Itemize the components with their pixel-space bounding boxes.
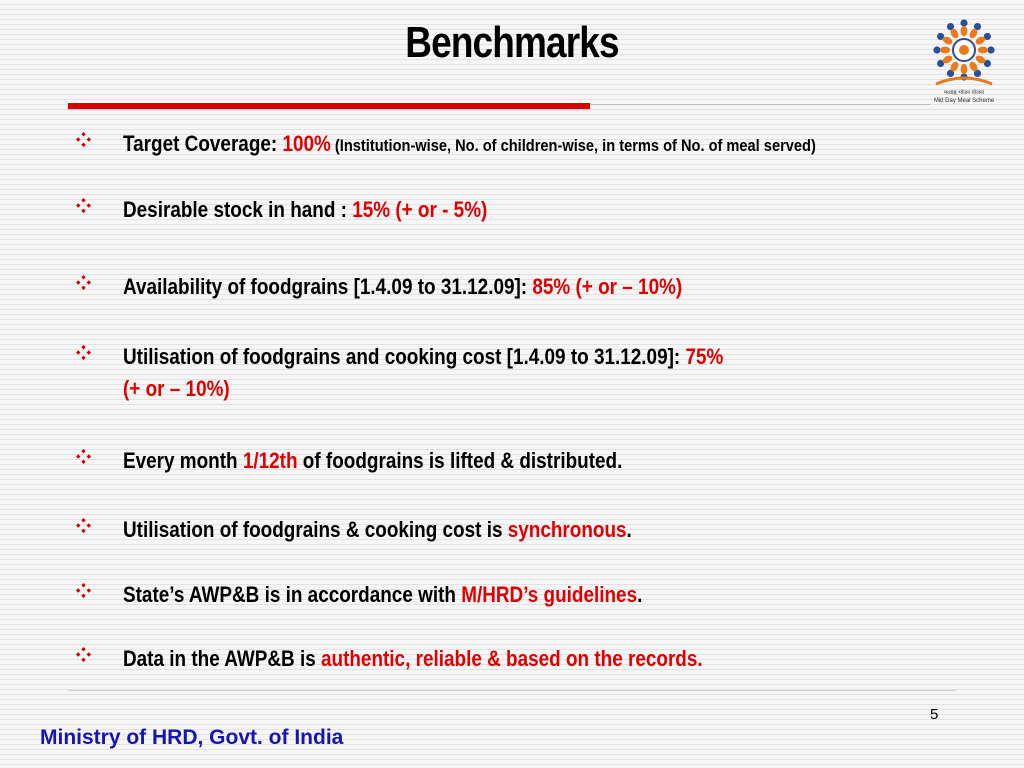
mid-day-meal-logo: मध्याह्न भोजन योजना Mid Day Meal Scheme [926, 14, 1002, 106]
diamond-bullet-icon [76, 518, 91, 533]
diamond-bullet-icon [76, 132, 91, 147]
title-underline-gray [590, 104, 930, 105]
footer-divider [68, 690, 956, 691]
diamond-bullet-icon [76, 647, 91, 662]
svg-text:मध्याह्न भोजन योजना: मध्याह्न भोजन योजना [944, 89, 985, 96]
bullet-text: Desirable stock in hand : 15% (+ or - 5%… [123, 197, 488, 222]
bullet-text: Target Coverage: 100% (Institution-wise,… [123, 131, 816, 156]
bullet-text: Utilisation of foodgrains and cooking co… [123, 344, 724, 401]
bullet-text: Availability of foodgrains [1.4.09 to 31… [123, 274, 683, 299]
slide-title: Benchmarks [405, 18, 619, 67]
bullet-text: Every month 1/12th of foodgrains is lift… [123, 448, 623, 473]
diamond-bullet-icon [76, 449, 91, 464]
mid-day-meal-scheme-logo-icon: मध्याह्न भोजन योजना Mid Day Meal Scheme [933, 19, 995, 104]
diamond-bullet-icon [76, 275, 91, 290]
bullet-text: Utilisation of foodgrains & cooking cost… [123, 517, 632, 542]
diamond-bullet-icon [76, 583, 91, 598]
page-number: 5 [930, 706, 939, 723]
diamond-bullet-icon [76, 198, 91, 213]
diamond-bullet-icon [76, 345, 91, 360]
svg-text:Mid Day Meal Scheme: Mid Day Meal Scheme [934, 98, 995, 104]
title-underline-red [68, 103, 590, 109]
footer-ministry: Ministry of HRD, Govt. of India [40, 726, 344, 749]
bullet-text: Data in the AWP&B is authentic, reliable… [123, 646, 703, 671]
bullet-text: State’s AWP&B is in accordance with M/HR… [123, 582, 643, 607]
